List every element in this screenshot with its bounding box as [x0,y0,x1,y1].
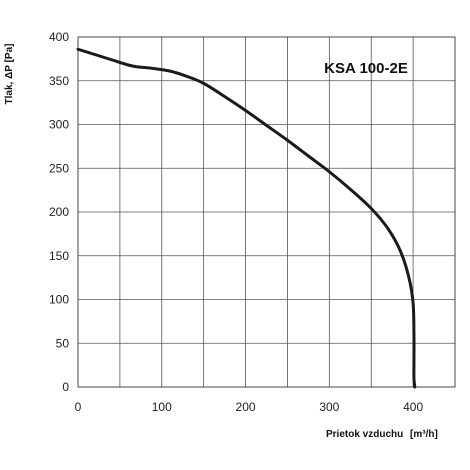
x-tick-label: 100 [152,400,172,414]
tick-labels: 0 100 200 300 400 0 50 100 150 200 250 300 350 400 [49,30,423,414]
x-axis-unit: m³/h [413,429,434,440]
y-axis-title: Tlak, ΔP [Pa] [4,44,15,105]
x-axis-unit-close: ] [434,429,437,440]
x-axis-unit-open: [ [410,429,414,440]
x-tick-label: 0 [75,400,82,414]
y-tick-label: 400 [49,30,69,44]
x-tick-label: 200 [236,400,256,414]
series-line [76,47,417,389]
grid [78,37,455,387]
x-axis-title: Prietok vzduchu [m³/h] [326,429,438,440]
x-axis-title-label: Prietok vzduchu [326,429,403,440]
x-tick-label: 400 [403,400,423,414]
plot-frame [77,36,456,388]
y-tick-label: 100 [49,293,69,307]
x-tick-label: 300 [319,400,339,414]
y-tick-label: 150 [49,249,69,263]
y-tick-label: 250 [49,161,69,175]
curve-layer [76,47,417,389]
y-tick-label: 50 [56,336,70,350]
y-tick-label: 200 [49,205,69,219]
y-tick-label: 0 [62,380,69,394]
y-tick-label: 350 [49,74,69,88]
chart-title: KSA 100-2E [324,60,408,77]
y-tick-label: 300 [49,118,69,132]
